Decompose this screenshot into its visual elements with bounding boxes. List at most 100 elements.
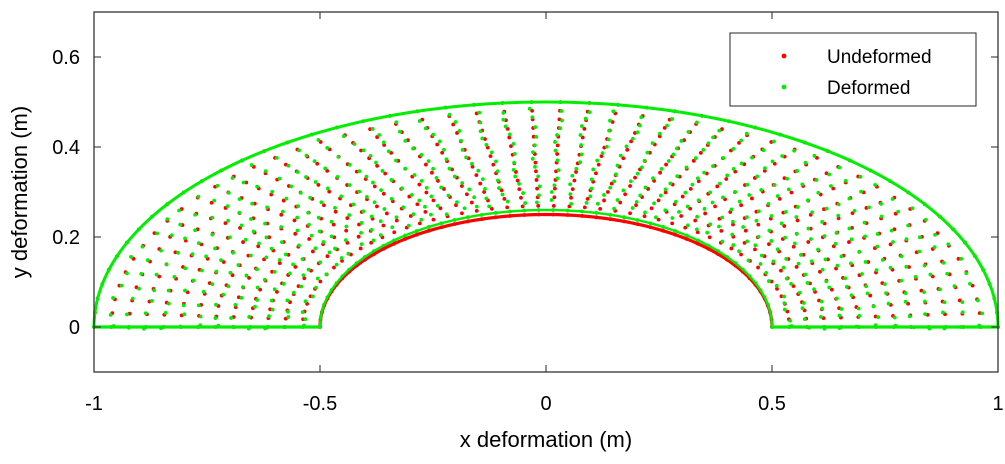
deformed-point bbox=[769, 214, 774, 218]
deformed-point bbox=[642, 158, 647, 163]
deformed-point bbox=[447, 166, 452, 171]
undeformed-point bbox=[424, 162, 428, 167]
deformed-point bbox=[521, 191, 526, 195]
deformed-point bbox=[892, 315, 897, 320]
deformed-point bbox=[584, 200, 589, 205]
deformed-point bbox=[767, 228, 772, 233]
deformed-point bbox=[910, 206, 915, 211]
undeformed-point bbox=[460, 184, 464, 188]
undeformed-point bbox=[618, 200, 623, 205]
undeformed-point bbox=[634, 203, 638, 208]
deformed-point bbox=[857, 249, 862, 254]
deformed-point bbox=[607, 128, 611, 133]
undeformed-point bbox=[315, 161, 320, 166]
deformed-point bbox=[942, 300, 947, 305]
deformed-point bbox=[371, 180, 375, 185]
undeformed-point bbox=[782, 224, 787, 228]
undeformed-point bbox=[729, 246, 734, 251]
deformed-point bbox=[139, 271, 144, 276]
deformed-point bbox=[827, 285, 832, 290]
deformed-point bbox=[784, 256, 789, 261]
deformed-point bbox=[695, 120, 699, 125]
deformed-point bbox=[181, 303, 186, 308]
deformed-point bbox=[856, 306, 861, 311]
undeformed-point bbox=[372, 184, 377, 189]
undeformed-point bbox=[474, 208, 479, 213]
deformed-point bbox=[478, 129, 483, 134]
deformed-point bbox=[417, 198, 422, 203]
deformed-point bbox=[806, 226, 811, 231]
deformed-point bbox=[364, 194, 369, 199]
deformed-point bbox=[429, 212, 433, 217]
deformed-point bbox=[410, 192, 414, 197]
deformed-point bbox=[281, 209, 285, 214]
deformed-point bbox=[317, 229, 322, 234]
undeformed-point bbox=[777, 196, 782, 201]
deformed-point bbox=[369, 214, 374, 219]
deformed-point bbox=[729, 207, 734, 212]
deformed-point bbox=[708, 190, 713, 195]
undeformed-point bbox=[505, 205, 510, 210]
deformed-point bbox=[816, 247, 820, 252]
legend-label-deformed: Deformed bbox=[827, 78, 910, 99]
deformed-point bbox=[231, 250, 236, 255]
deformed-point bbox=[679, 139, 684, 143]
deformed-point bbox=[530, 156, 535, 161]
deformed-point bbox=[478, 120, 483, 125]
deformed-point bbox=[341, 134, 346, 139]
deformed-point bbox=[615, 163, 620, 168]
deformed-point bbox=[833, 241, 838, 246]
deformed-point bbox=[308, 195, 312, 200]
deformed-point bbox=[638, 123, 642, 128]
undeformed-point bbox=[221, 260, 226, 264]
deformed-point bbox=[267, 314, 271, 319]
deformed-point bbox=[178, 222, 183, 227]
deformed-point bbox=[621, 188, 626, 193]
deformed-point bbox=[169, 233, 174, 238]
undeformed-point bbox=[956, 256, 961, 261]
undeformed-point bbox=[762, 168, 767, 173]
deformed-point bbox=[533, 164, 537, 169]
deformed-point bbox=[204, 254, 209, 259]
undeformed-point bbox=[157, 274, 162, 279]
deformed-point bbox=[324, 272, 329, 277]
deformed-point bbox=[270, 307, 275, 312]
undeformed-point bbox=[474, 173, 479, 178]
deformed-point bbox=[400, 186, 404, 191]
deformed-point bbox=[591, 167, 596, 172]
deformed-point bbox=[382, 207, 387, 211]
deformed-point bbox=[229, 316, 233, 320]
deformed-point bbox=[265, 205, 269, 210]
deformed-point bbox=[536, 174, 541, 179]
deformed-point bbox=[792, 148, 797, 153]
undeformed-point bbox=[815, 155, 819, 160]
undeformed-point bbox=[743, 228, 748, 233]
deformed-point bbox=[653, 215, 658, 220]
deformed-point bbox=[300, 257, 305, 262]
undeformed-point bbox=[288, 300, 292, 305]
deformed-point bbox=[295, 228, 300, 233]
deformed-point bbox=[357, 169, 362, 174]
deformed-point bbox=[111, 296, 115, 300]
deformed-point bbox=[316, 215, 321, 220]
deformed-point bbox=[847, 196, 852, 201]
deformed-point bbox=[615, 198, 620, 202]
deformed-point bbox=[286, 163, 291, 168]
x-tick-label: 1 bbox=[992, 393, 1003, 415]
deformed-point bbox=[457, 129, 462, 133]
undeformed-point bbox=[724, 177, 729, 181]
deformed-point bbox=[487, 204, 492, 209]
deformed-point bbox=[434, 176, 439, 180]
deformed-point bbox=[686, 223, 690, 228]
deformed-point bbox=[980, 311, 985, 316]
deformed-point bbox=[298, 191, 303, 195]
deformed-point bbox=[537, 184, 542, 189]
deformed-point bbox=[799, 253, 803, 257]
deformed-point bbox=[295, 170, 300, 174]
undeformed-point bbox=[756, 222, 761, 227]
undeformed-point bbox=[596, 162, 601, 167]
deformed-point bbox=[177, 208, 181, 213]
legend-label-undeformed: Undeformed bbox=[827, 47, 932, 68]
deformed-point bbox=[435, 203, 440, 208]
deformed-point bbox=[439, 185, 444, 190]
